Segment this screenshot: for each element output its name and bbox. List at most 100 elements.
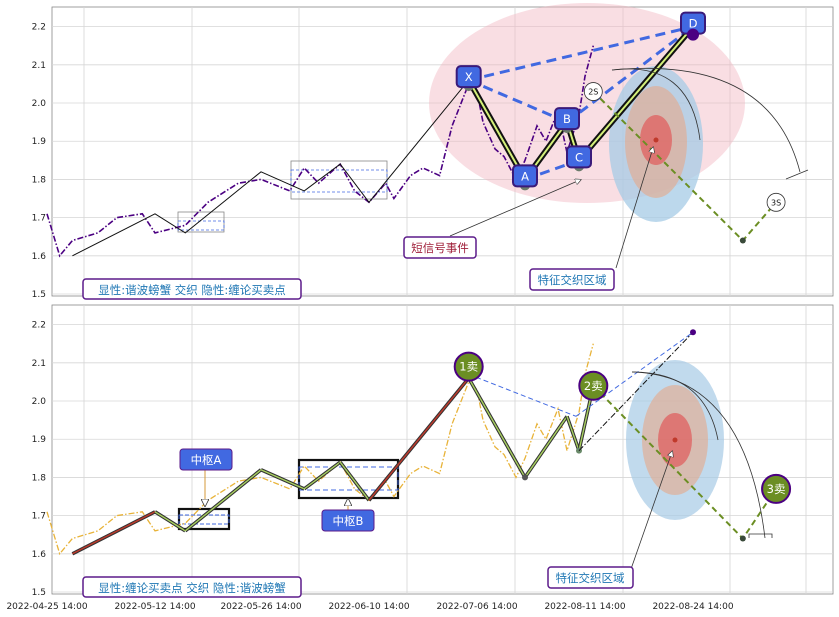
signal-marker [761, 473, 792, 504]
harmonic-leg-hi-X [467, 79, 526, 180]
y-tick-label: 2.1 [32, 61, 46, 71]
bottom-dashed-blue [468, 373, 577, 417]
x-tick-label: 2022-07-06 14:00 [436, 602, 517, 612]
y-tick-label: 2.2 [32, 321, 46, 331]
harmonic-label-box-B [554, 107, 580, 131]
pivot-b-label: 中枢B [321, 509, 375, 532]
harmonic-label-B: B [563, 112, 571, 126]
x-tick-label: 2022-08-11 14:00 [544, 602, 625, 612]
bottom-legend: 显性:缠论买卖点 交织 隐性:谐波螃蟹 [82, 576, 302, 598]
harmonic-label-X: X [465, 70, 473, 84]
feature-zone-label-bottom: 特征交织区域 [547, 566, 634, 589]
chan-stroke-hi [184, 469, 262, 532]
feature-zone-arrow-top [615, 148, 653, 269]
y-tick-label: 2.0 [32, 99, 47, 109]
y-tick-label: 1.8 [32, 473, 47, 483]
chan-stroke-hi [339, 461, 370, 501]
top-panel: 1.5 1.6 1.7 1.8 1.9 2.0 2.1 2.2 X A B C D 2S 3S 短信号事件… [32, 3, 834, 300]
harmonic-label-C: C [575, 150, 583, 164]
bottom-legend-text: 显性:缠论买卖点 交织 隐性:谐波螃蟹 [98, 581, 286, 595]
chan-stroke-hi [72, 511, 156, 555]
signal-marker [578, 370, 609, 401]
feature-zone-text-top: 特征交织区域 [538, 273, 607, 287]
top-legend: 显性:谐波螃蟹 交织 隐性:缠论买卖点 [82, 278, 302, 300]
feature-zone-arrow-bottom [630, 452, 672, 570]
x-tick-label: 2022-05-26 14:00 [220, 602, 301, 612]
y-tick-label: 1.5 [32, 588, 46, 598]
pivot-b-text: 中枢B [333, 514, 364, 528]
pivot-a-text: 中枢A [191, 453, 222, 467]
signal-marker [453, 351, 484, 382]
bottom-pivot-dot-1 [522, 474, 528, 481]
bottom-panel: 1.5 1.6 1.7 1.8 1.9 2.0 2.1 2.2 2022-04-25 14:0… [6, 304, 834, 612]
y-tick-label: 1.6 [32, 550, 47, 560]
signal-label: 1卖 [459, 360, 478, 374]
chan-stroke-hi [368, 377, 470, 501]
feature-zone-label-top: 特征交织区域 [529, 268, 615, 291]
short-signal-text: 短信号事件 [411, 241, 469, 255]
pivot-b-inner [298, 466, 399, 491]
top-legend-text: 显性:谐波螃蟹 交织 隐性:缠论买卖点 [98, 283, 286, 297]
price-line [46, 343, 594, 556]
top-pivot-inner-a [177, 220, 225, 231]
top-structure-lines: X A B C D 2S 3S [72, 11, 786, 257]
y-tick-label: 2.1 [32, 359, 46, 369]
chan-stroke-hi [260, 469, 305, 490]
x-tick-label: 2022-05-12 14:00 [114, 602, 195, 612]
projection-arc-cap [785, 169, 809, 180]
y-tick-label: 1.7 [32, 512, 46, 522]
y-tick-label: 1.6 [32, 252, 47, 262]
y-tick-label: 2.0 [32, 397, 47, 407]
y-tick-label: 1.9 [32, 137, 47, 147]
bottom-price-series [46, 343, 594, 556]
top-price-series [46, 45, 595, 258]
projection-label-2S: 2S [588, 88, 598, 97]
short-signal-label: 短信号事件 [403, 236, 477, 259]
y-tick-label: 2.2 [32, 23, 46, 33]
top-y-ticks: 1.5 1.6 1.7 1.8 1.9 2.0 2.1 2.2 [32, 23, 47, 300]
harmonic-leg-hi-C [578, 25, 694, 161]
projection-marker-2S [583, 82, 603, 101]
y-tick-label: 1.5 [32, 290, 46, 300]
projection-arc-outer [611, 67, 801, 173]
chan-stroke-hi [468, 377, 526, 478]
y-tick-label: 1.8 [32, 175, 47, 185]
y-tick-label: 1.9 [32, 435, 47, 445]
x-tick-label: 2022-06-10 14:00 [328, 602, 409, 612]
short-signal-arrow [449, 180, 580, 237]
chan-stroke-hi [566, 416, 580, 451]
harmonic-dashed-XB [468, 78, 568, 124]
price-line [46, 45, 595, 258]
chan-stroke-hi [524, 415, 568, 478]
bottom-arc-outer [631, 371, 766, 539]
signal-label: 3卖 [767, 482, 786, 496]
bottom-zone-center [672, 437, 678, 443]
harmonic-point-D-dot [687, 28, 699, 41]
harmonic-label-box-C [566, 145, 592, 169]
bottom-structure-lines: 1卖 2卖 3卖 [71, 329, 792, 556]
projection-label-3S: 3S [771, 198, 781, 207]
y-tick-label: 1.7 [32, 214, 46, 224]
x-tick-label: 2022-08-24 14:00 [652, 602, 733, 612]
projection-low-dot [739, 237, 746, 244]
bottom-target-dot [690, 329, 696, 336]
bottom-dashdot [578, 331, 694, 452]
harmonic-dashed-BD [566, 25, 694, 124]
bottom-y-ticks: 1.5 1.6 1.7 1.8 1.9 2.0 2.1 2.2 [32, 321, 47, 598]
projection-marker-3S [766, 192, 786, 212]
pivot-a-label: 中枢A [179, 448, 233, 471]
chan-stroke-hi [303, 461, 341, 490]
bottom-x-ticks: 2022-04-25 14:00 2022-05-12 14:00 2022-05-… [6, 602, 733, 612]
chan-stroke-hi [154, 511, 186, 532]
harmonic-label-box-A [512, 164, 538, 188]
bottom-projection-low [739, 535, 746, 542]
harmonic-label-D: D [689, 17, 698, 31]
harmonic-dashed-XD [468, 25, 694, 82]
signal-label: 2卖 [584, 379, 603, 393]
harmonic-label-box-X [455, 65, 482, 89]
harmonic-label-A: A [521, 169, 529, 183]
bottom-arc-cap [748, 533, 773, 538]
feature-zone-text-bottom: 特征交织区域 [556, 571, 625, 585]
